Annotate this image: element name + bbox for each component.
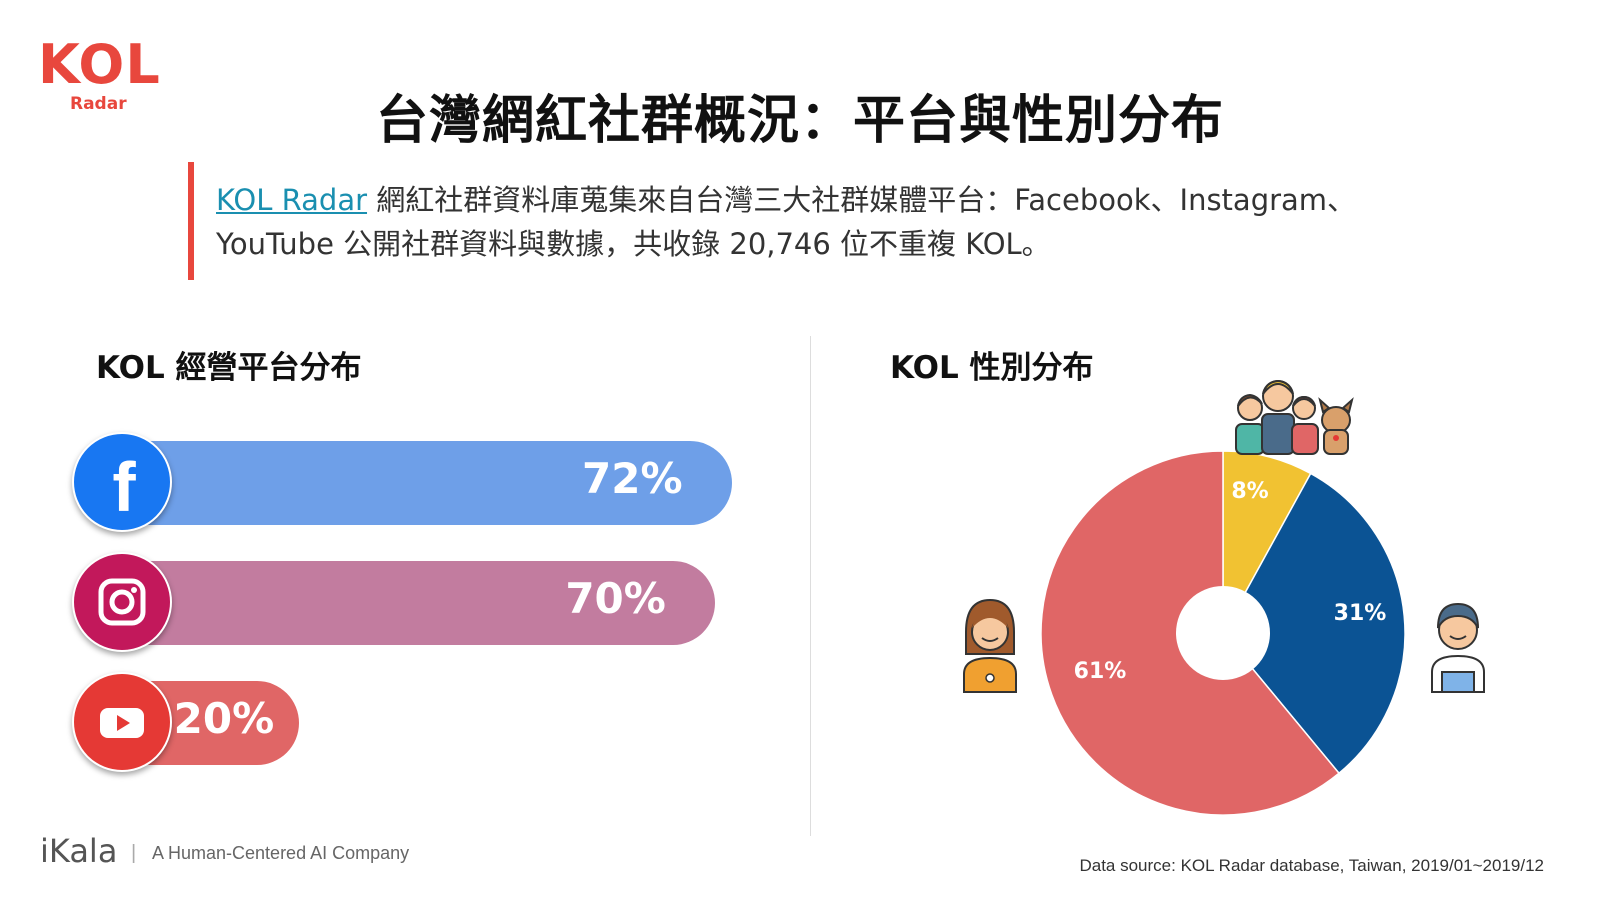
kol-radar-logo: KOL Radar	[38, 38, 168, 118]
facebook-icon: f	[72, 432, 172, 532]
instagram-icon	[72, 552, 172, 652]
footer-separator: |	[131, 842, 137, 864]
description: KOL Radar 網紅社群資料庫蒐集來自台灣三大社群媒體平台：Facebook…	[216, 178, 1396, 266]
page-title: 台灣網紅社群概況：平台與性別分布	[375, 91, 1224, 151]
bar-instagram	[132, 561, 716, 645]
bar-value-instagram: 70%	[565, 574, 666, 623]
gender-section-title: KOL 性別分布	[890, 350, 1094, 386]
female-icon	[963, 598, 1017, 693]
youtube-icon	[72, 672, 172, 772]
group-icon	[1235, 379, 1354, 455]
platform-section-title: KOL 經營平台分布	[96, 350, 362, 386]
pie-hole	[1176, 586, 1270, 680]
kol-radar-link[interactable]: KOL Radar	[216, 183, 368, 217]
data-source: Data source: KOL Radar database, Taiwan,…	[1079, 856, 1544, 875]
ikala-logo: iKala	[40, 832, 118, 870]
logo-radar-text: Radar	[70, 94, 127, 114]
section-divider	[810, 336, 811, 836]
gender-pie-chart: 8% 31% 61%	[1040, 450, 1460, 870]
footer-tagline: A Human-Centered AI Company	[152, 843, 410, 863]
pie-slice-male	[1222, 472, 1406, 775]
svg-text:f: f	[112, 448, 136, 526]
bar-facebook	[132, 441, 732, 525]
pie-label-female: 61%	[1074, 659, 1127, 684]
pie-label-male: 31%	[1334, 601, 1387, 626]
description-accent-bar	[188, 162, 194, 280]
bar-value-facebook: 72%	[582, 454, 683, 503]
logo-kol-text: KOL	[38, 33, 161, 96]
pie-slice-group	[1222, 450, 1312, 634]
pie-label-group: 8%	[1231, 479, 1268, 504]
description-text: 網紅社群資料庫蒐集來自台灣三大社群媒體平台：Facebook、Instagram…	[216, 183, 1357, 261]
pie-svg: 8% 31% 61%	[1040, 450, 1406, 816]
male-icon	[1431, 602, 1485, 693]
bar-value-youtube: 20%	[173, 694, 275, 743]
